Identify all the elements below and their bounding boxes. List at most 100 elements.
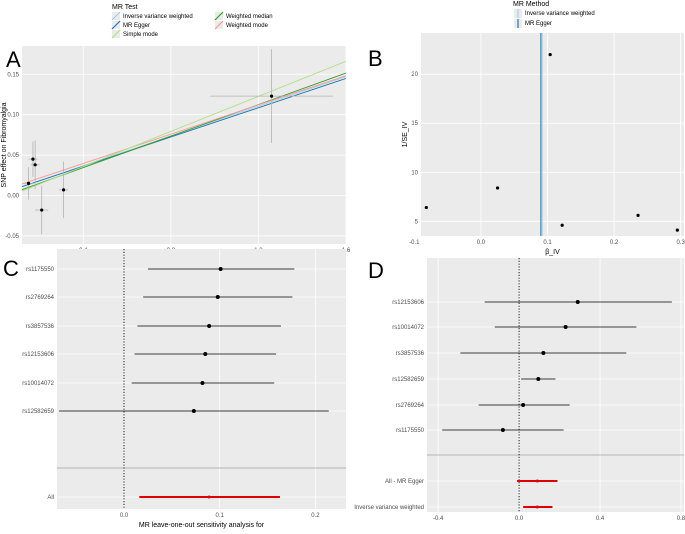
plot-c-xtick-label: 0.0 — [120, 513, 129, 519]
plot-c: 0.0 0.1 0.2 rs1175550 rs2769264 rs3857536 rs12… — [22, 249, 346, 529]
plot-b-xtick-label: 0.1 — [543, 240, 552, 246]
plot-b-point — [424, 205, 428, 210]
plot-a-point — [269, 94, 274, 98]
plot-b-point — [548, 52, 552, 57]
legend-a-key-wmedian-line — [214, 11, 224, 21]
plot-d-point — [521, 403, 526, 407]
plot-c-point — [191, 409, 196, 413]
legend-a-label-ivw: Inverse variance weighted — [123, 14, 193, 20]
plot-b-xlabel: β_IV — [545, 249, 560, 256]
plot-b-xtick-label: -0.1 — [409, 240, 420, 246]
plot-d-point — [535, 505, 539, 509]
plot-d-row-label: Inverse variance weighted — [354, 505, 424, 511]
legend-a-key-ivw-line — [111, 11, 121, 21]
plot-c-point — [207, 495, 211, 499]
legend-a-label-wmedian: Weighted median — [226, 14, 273, 20]
plot-a-ylabel: SNP effect on Fibromyalgia — [1, 102, 8, 187]
plot-d-row-label: rs12582659 — [392, 377, 424, 383]
plot-c-row-label: rs12153606 — [22, 352, 54, 358]
plot-c-xtick-label: 0.2 — [311, 513, 320, 519]
plot-a: -0.050.000.050.100.150.40.81.21.6SNP eff… — [1, 46, 351, 264]
plot-a-xtick-label: 1.6 — [342, 248, 351, 254]
plot-c-xtick-label: 0.1 — [216, 513, 225, 519]
plot-c-background — [57, 249, 346, 509]
plot-a-regression-line — [21, 78, 347, 188]
plot-a-regression-line — [21, 72, 347, 191]
plot-c-row-label: All — [47, 495, 54, 501]
legend-a-label-wmode: Weighted mode — [226, 23, 269, 29]
legend-b-title: MR Method — [513, 1, 549, 8]
legend-a-label-egger: MR Egger — [123, 23, 150, 29]
plot-c-xlabel: MR leave-one-out sensitivity analysis fo… — [139, 522, 265, 529]
plot-b-background — [421, 33, 684, 236]
plot-a-point — [61, 188, 66, 192]
plot-d-row-label: rs12153606 — [392, 300, 424, 306]
legend-a-title: MR Test — [112, 4, 138, 11]
plot-b: 5 10 15 20 -0.1 0.0 0.1 0.2 0.3 β_IV 1/SE_IV — [402, 33, 685, 256]
plot-c-row-label: rs2769264 — [26, 295, 55, 301]
legend-a-key-smode-line — [111, 29, 121, 39]
plot-a-point — [33, 163, 37, 167]
plot-b-ytick-label: 20 — [411, 72, 418, 78]
legend-b: MR Method Inverse variance weighted MR E… — [513, 1, 595, 28]
legend-a: MR Test Inverse variance weighted Weight… — [111, 4, 273, 39]
plot-d-point — [535, 479, 539, 483]
plot-d-point — [536, 377, 541, 381]
panel-label-c: C — [3, 256, 19, 281]
plot-b-xtick-label: 0.3 — [676, 240, 685, 246]
plot-d-row-label: rs1175550 — [396, 428, 425, 434]
plot-b-ytick-label: 10 — [411, 170, 418, 176]
plot-d-row-label: rs10014072 — [392, 325, 424, 331]
legend-a-key-egger-line — [111, 20, 121, 30]
legend-a-label-smode: Simple mode — [123, 32, 159, 38]
plot-b-point — [560, 223, 564, 227]
plot-a-background — [22, 46, 346, 244]
plot-b-xtick-label: 0.2 — [610, 240, 619, 246]
plot-b-ytick-label: 5 — [415, 219, 419, 225]
plot-c-row-label: rs10014072 — [22, 381, 54, 387]
plot-d-row-label: All - MR Egger — [385, 479, 424, 485]
plot-c-row-label: rs1175550 — [26, 267, 55, 273]
legend-a-key-wmode-line — [214, 20, 224, 30]
legend-b-label-ivw: Inverse variance weighted — [525, 11, 595, 17]
plot-b-point — [636, 213, 640, 218]
plot-c-point — [200, 381, 205, 385]
plot-a-regression-line — [21, 75, 347, 185]
plot-c-row-label: rs12582659 — [22, 409, 54, 415]
plot-b-point — [675, 228, 679, 232]
plot-a-point — [40, 208, 44, 212]
plot-d: -0.4 0.0 0.4 0.8 rs12153606 rs10014072 rs38575… — [354, 258, 685, 522]
plot-d-row-label: rs3857536 — [396, 351, 425, 357]
plot-d-xtick-label: 0.0 — [515, 516, 524, 522]
plot-b-point — [495, 186, 500, 190]
plot-d-row-label: rs2769264 — [396, 403, 425, 409]
plot-a-point — [26, 181, 31, 185]
plot-a-ytick-label: 0.15 — [7, 72, 19, 78]
plot-c-point — [215, 295, 220, 299]
plot-a-point — [31, 157, 35, 161]
plot-c-point — [207, 324, 212, 328]
plot-d-point — [541, 351, 546, 355]
plot-c-point — [203, 352, 208, 356]
plot-d-xtick-label: -0.4 — [433, 516, 444, 522]
plot-c-point — [218, 267, 223, 271]
plot-d-xtick-label: 0.4 — [596, 516, 605, 522]
panel-label-d: D — [368, 258, 384, 283]
plot-a-ytick-label: 0.05 — [7, 153, 19, 159]
plot-a-regression-line — [21, 60, 347, 192]
plot-d-xtick-label: 0.8 — [677, 516, 685, 522]
plot-a-ytick-label: -0.05 — [5, 234, 19, 240]
plot-a-ytick-label: 0.00 — [7, 194, 19, 200]
plot-d-background — [427, 258, 684, 512]
legend-b-label-egger: MR Egger — [525, 21, 552, 27]
plot-c-row-label: rs3857536 — [26, 324, 55, 330]
panel-label-a: A — [6, 47, 21, 72]
plot-a-ytick-label: 0.10 — [7, 113, 19, 119]
panel-label-b: B — [368, 46, 383, 71]
plot-b-xtick-label: 0.0 — [477, 240, 486, 246]
plot-d-point — [500, 428, 505, 432]
plot-b-ylabel: 1/SE_IV — [402, 121, 409, 147]
plot-d-point — [575, 300, 580, 304]
plot-d-point — [563, 325, 568, 329]
